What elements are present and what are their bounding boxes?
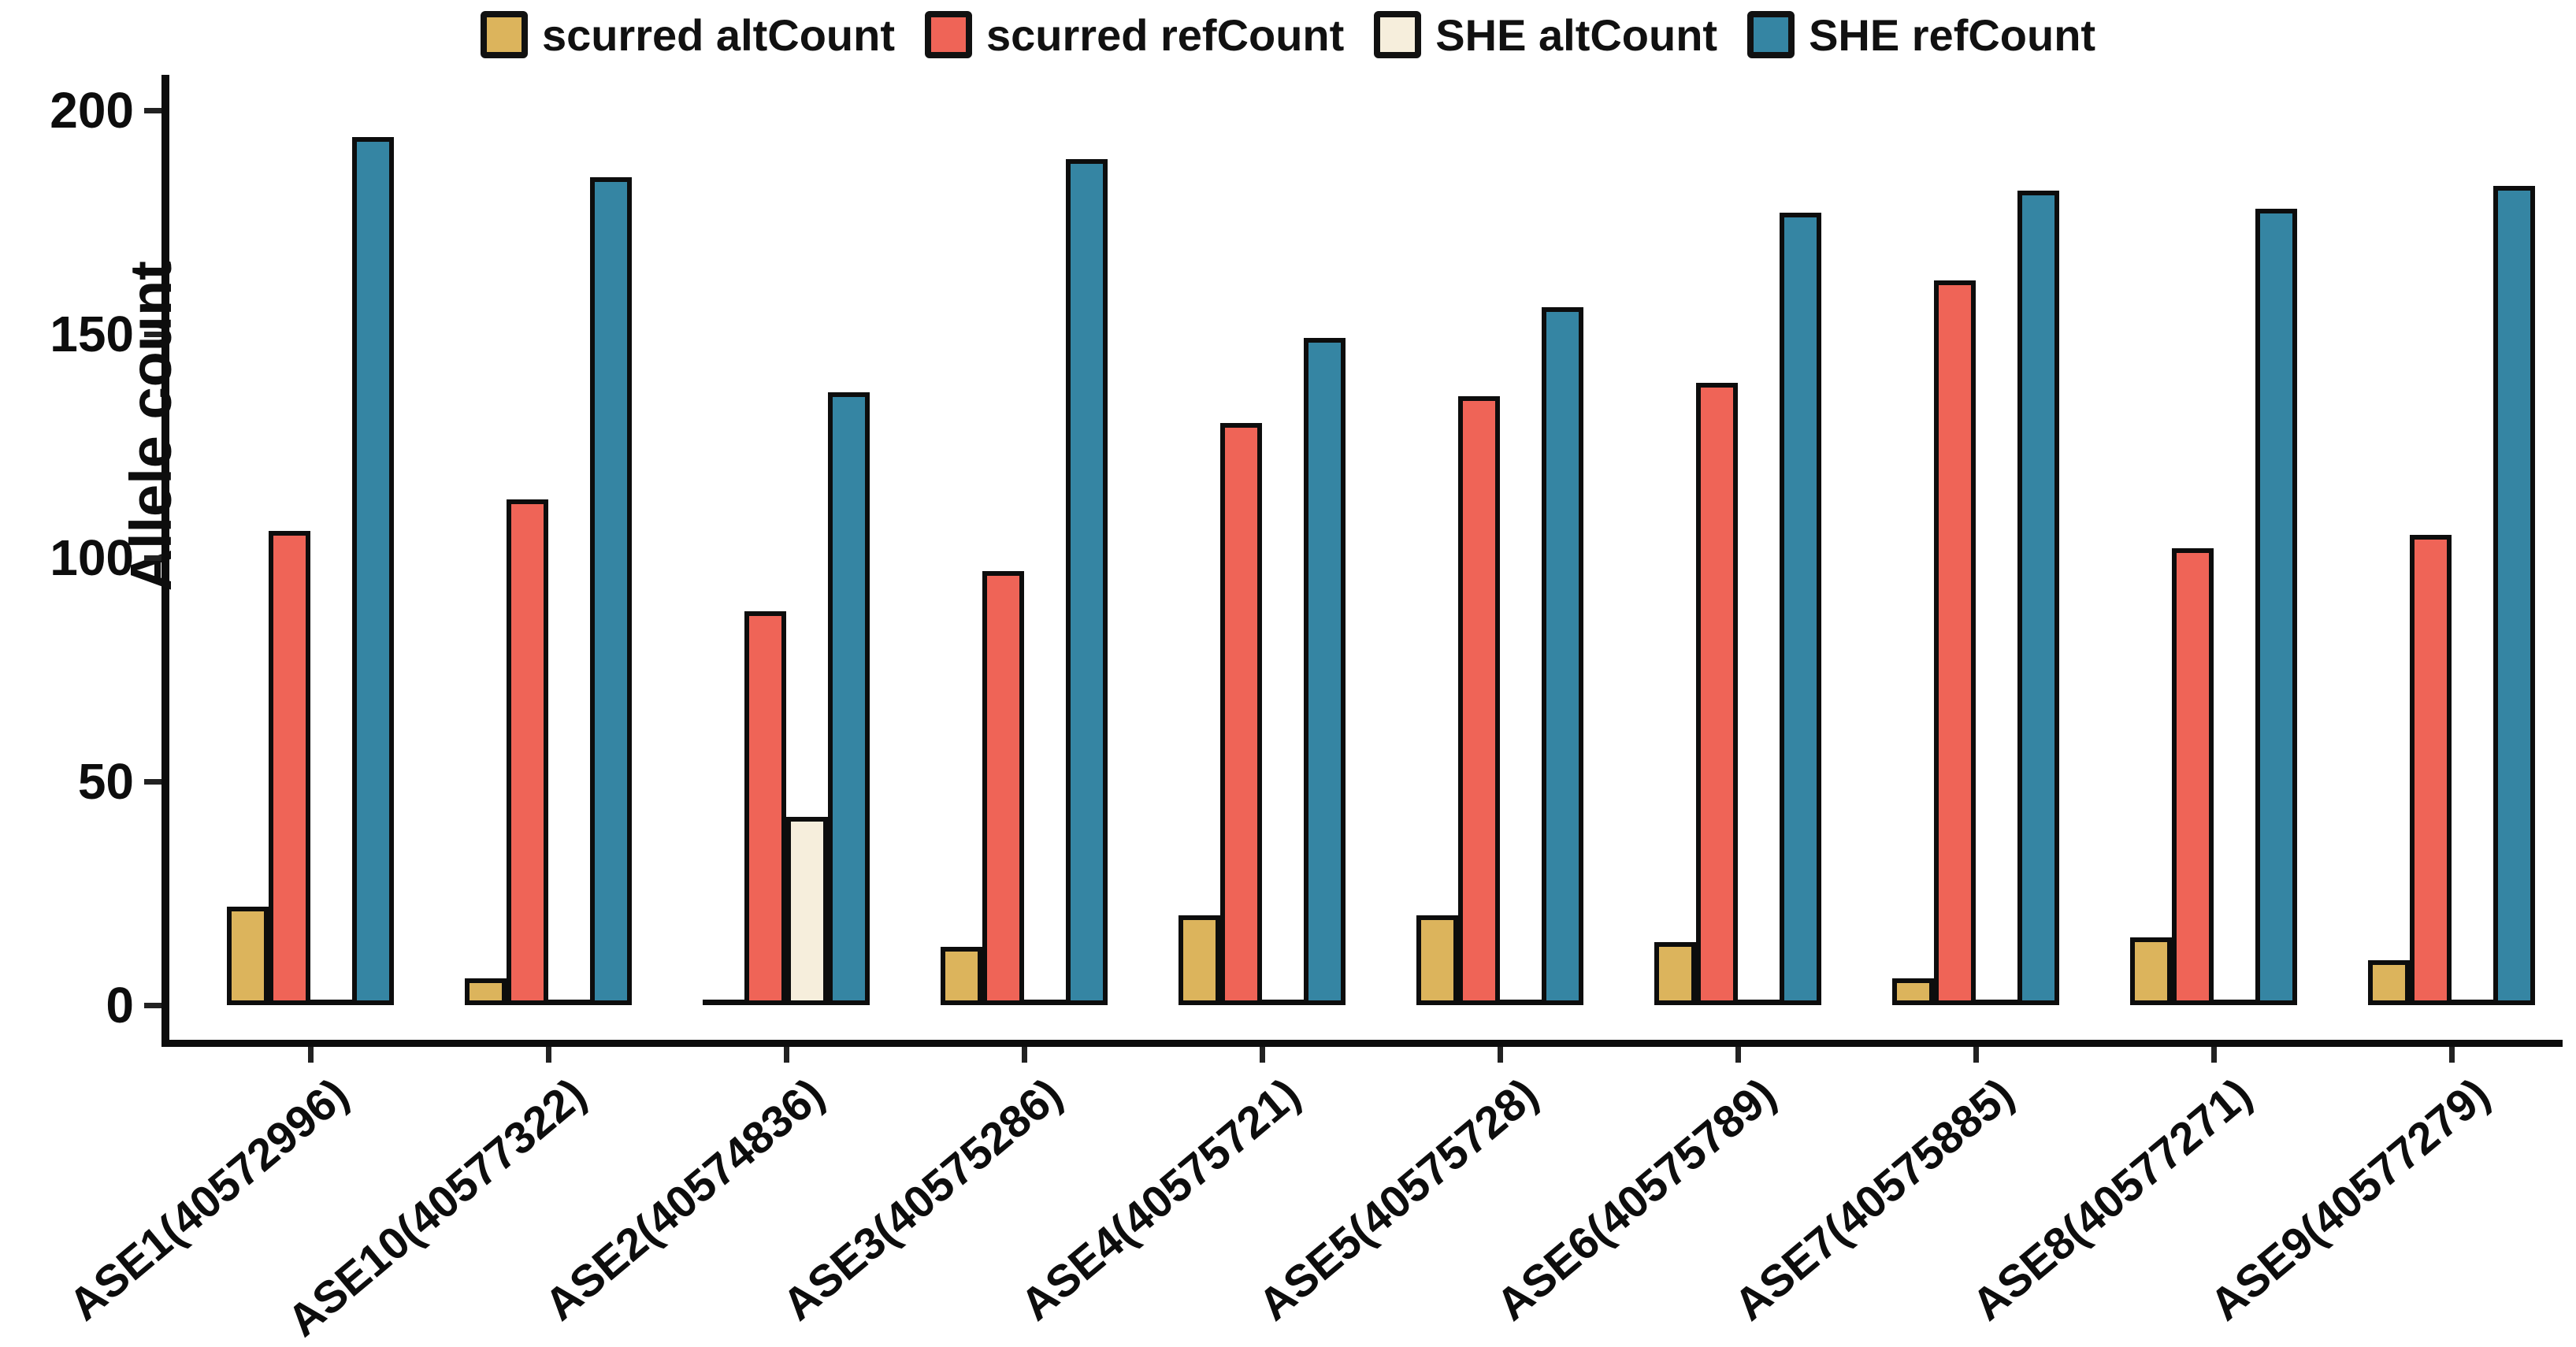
y-tick-label: 0 — [106, 977, 134, 1033]
bar-scurred-refCount-ASE3(40575286) — [982, 571, 1024, 1005]
legend-swatch-icon — [1747, 11, 1795, 58]
bar-group-ASE3(40575286) — [941, 159, 1108, 1005]
x-tick-mark — [2449, 1047, 2455, 1063]
y-tick-label: 50 — [77, 753, 134, 810]
bar-group-ASE1(40572996) — [227, 137, 394, 1005]
allele-count-bar-chart: scurred altCount scurred refCount SHE altC… — [0, 6, 2576, 1347]
x-tick-mark — [1498, 1047, 1503, 1063]
y-axis-line — [161, 75, 169, 1047]
y-tick-label: 100 — [50, 529, 134, 586]
bar-scurred-refCount-ASE5(40575728) — [1458, 396, 1500, 1005]
legend-item: scurred refCount — [925, 9, 1344, 61]
bar-SHE-refCount-ASE6(40575789) — [1780, 213, 1821, 1005]
bar-scurred-refCount-ASE2(40574836) — [744, 611, 786, 1005]
bar-SHE-altCount-ASE4(40575721) — [1262, 1000, 1304, 1005]
legend-item: SHE altCount — [1374, 9, 1717, 61]
bar-scurred-altCount-ASE9(40577279) — [2368, 960, 2410, 1005]
y-tick-mark — [144, 108, 161, 113]
x-tick-mark — [546, 1047, 551, 1063]
bar-scurred-refCount-ASE7(40575885) — [1934, 280, 1976, 1005]
bar-SHE-refCount-ASE10(40577322) — [590, 177, 632, 1005]
bar-scurred-refCount-ASE9(40577279) — [2410, 535, 2452, 1005]
y-tick-mark — [144, 555, 161, 561]
bar-SHE-refCount-ASE8(40577271) — [2255, 209, 2297, 1005]
bar-SHE-altCount-ASE3(40575286) — [1024, 1000, 1066, 1005]
bar-scurred-altCount-ASE5(40575728) — [1416, 915, 1458, 1005]
bar-group-ASE9(40577279) — [2368, 186, 2535, 1005]
x-tick-mark — [1022, 1047, 1027, 1063]
legend-item: SHE refCount — [1747, 9, 2095, 61]
y-tick-mark — [144, 1003, 161, 1008]
bar-group-ASE4(40575721) — [1179, 338, 1346, 1005]
bar-SHE-altCount-ASE7(40575885) — [1976, 1000, 2017, 1005]
bar-group-ASE2(40574836) — [703, 392, 870, 1005]
bar-scurred-refCount-ASE6(40575789) — [1696, 383, 1738, 1005]
bar-SHE-altCount-ASE2(40574836) — [786, 817, 828, 1005]
y-tick-label: 150 — [50, 306, 134, 362]
bar-scurred-altCount-ASE8(40577271) — [2130, 937, 2172, 1005]
bar-SHE-refCount-ASE2(40574836) — [828, 392, 870, 1005]
y-tick-label: 200 — [50, 82, 134, 139]
y-tick-mark — [144, 779, 161, 785]
bar-group-ASE8(40577271) — [2130, 209, 2297, 1005]
legend-swatch-icon — [480, 11, 528, 58]
bar-SHE-refCount-ASE1(40572996) — [352, 137, 394, 1005]
bar-SHE-refCount-ASE7(40575885) — [2017, 191, 2059, 1005]
bar-SHE-refCount-ASE3(40575286) — [1066, 159, 1108, 1005]
x-tick-mark — [1735, 1047, 1741, 1063]
bar-scurred-altCount-ASE3(40575286) — [941, 947, 982, 1005]
bar-SHE-altCount-ASE1(40572996) — [310, 1000, 352, 1005]
bars-layer — [227, 137, 2535, 1005]
bar-SHE-refCount-ASE4(40575721) — [1304, 338, 1346, 1005]
legend-swatch-icon — [925, 11, 972, 58]
x-tick-mark — [784, 1047, 789, 1063]
bar-scurred-altCount-ASE7(40575885) — [1892, 978, 1934, 1005]
bar-SHE-altCount-ASE8(40577271) — [2214, 1000, 2255, 1005]
legend-label: scurred refCount — [986, 9, 1345, 60]
x-tick-mark — [1260, 1047, 1265, 1063]
legend-label: scurred altCount — [541, 9, 895, 60]
bar-scurred-altCount-ASE10(40577322) — [465, 978, 507, 1005]
bar-scurred-refCount-ASE8(40577271) — [2172, 548, 2214, 1005]
bar-SHE-refCount-ASE9(40577279) — [2493, 186, 2535, 1005]
bar-scurred-altCount-ASE6(40575789) — [1654, 942, 1696, 1005]
x-tick-mark — [1973, 1047, 1979, 1063]
bar-SHE-altCount-ASE5(40575728) — [1500, 1000, 1542, 1005]
bar-SHE-refCount-ASE5(40575728) — [1542, 307, 1583, 1005]
bar-SHE-altCount-ASE10(40577322) — [548, 1000, 590, 1005]
x-tick-mark — [308, 1047, 314, 1063]
bar-group-ASE5(40575728) — [1416, 307, 1583, 1005]
bar-scurred-altCount-ASE4(40575721) — [1179, 915, 1220, 1005]
legend-label: SHE altCount — [1435, 9, 1718, 60]
bar-SHE-altCount-ASE6(40575789) — [1738, 1000, 1780, 1005]
legend-swatch-icon — [1374, 11, 1422, 58]
bar-group-ASE6(40575789) — [1654, 213, 1821, 1005]
x-tick-mark — [2211, 1047, 2217, 1063]
bar-scurred-altCount-ASE1(40572996) — [227, 907, 269, 1005]
bar-scurred-refCount-ASE1(40572996) — [269, 531, 310, 1005]
x-axis-line — [161, 1040, 2563, 1047]
bar-scurred-altCount-ASE2(40574836) — [703, 1000, 744, 1005]
bar-group-ASE10(40577322) — [465, 177, 632, 1005]
chart-legend: scurred altCount scurred refCount SHE altC… — [0, 6, 2576, 63]
bar-SHE-altCount-ASE9(40577279) — [2452, 1000, 2493, 1005]
bar-scurred-refCount-ASE4(40575721) — [1220, 423, 1262, 1005]
legend-item: scurred altCount — [480, 9, 895, 61]
bar-group-ASE7(40575885) — [1892, 191, 2059, 1005]
bar-scurred-refCount-ASE10(40577322) — [507, 499, 548, 1005]
legend-label: SHE refCount — [1809, 9, 2096, 60]
y-tick-mark — [144, 332, 161, 337]
